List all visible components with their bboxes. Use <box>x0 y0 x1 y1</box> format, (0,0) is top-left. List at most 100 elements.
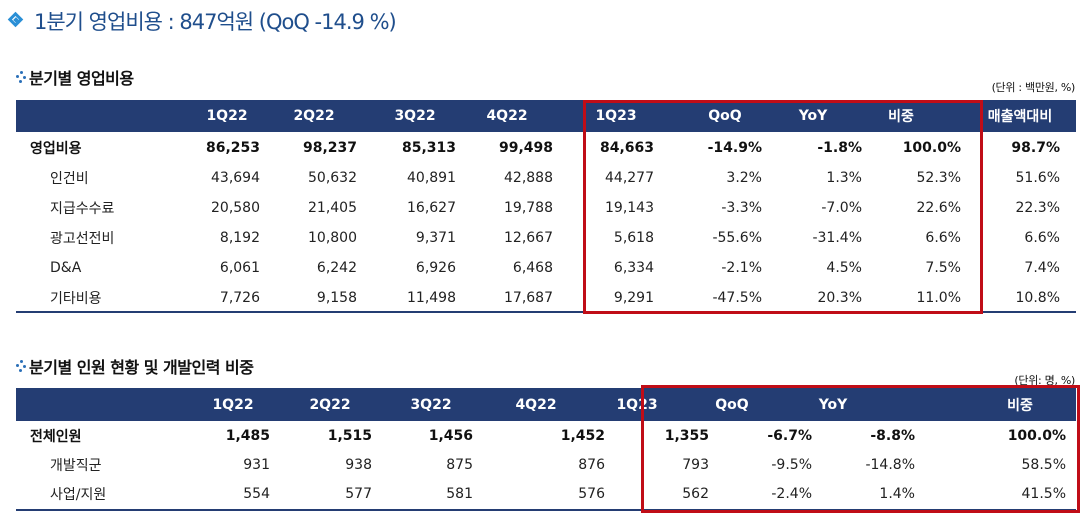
table-cell: 86,253 <box>205 140 260 156</box>
table-cell: 3.2% <box>726 170 762 186</box>
column-header: 4Q22 <box>486 108 528 124</box>
column-header: 1Q22 <box>212 396 254 413</box>
table-cell: 41.5% <box>1021 486 1066 502</box>
column-header: 비중 <box>888 109 914 125</box>
table-cell: 40,891 <box>407 170 456 186</box>
table-cell: 10,800 <box>308 230 357 246</box>
table-cell: 100.0% <box>902 140 961 156</box>
table-bottom-line <box>16 311 1076 313</box>
table-cell: 22.6% <box>916 200 961 216</box>
table-row: 영업비용 86,253 98,237 85,313 99,498 84,663 -14.9%… <box>16 133 1076 163</box>
column-header: 매출액대비 <box>987 109 1053 125</box>
table-row: 사업/지원 554 577 581 576 562 -2.4% 1.4% 41.5% <box>16 479 1076 509</box>
table-cell: 12,667 <box>504 230 553 246</box>
table-cell: 6,242 <box>316 260 357 276</box>
table-cell: 562 <box>682 486 709 502</box>
table-cell: 6,926 <box>415 260 456 276</box>
table-cell: 43,694 <box>211 170 260 186</box>
table-cell: 938 <box>345 457 372 473</box>
table-cell: -7.0% <box>821 200 862 216</box>
table-cell: 42,888 <box>504 170 553 186</box>
table-row: 개발직군 931 938 875 876 793 -9.5% -14.8% 58.5% <box>16 450 1076 480</box>
table-row: 전체인원 1,485 1,515 1,456 1,452 1,355 -6.7% -8.8% 1… <box>16 421 1076 451</box>
table-cell: 16,627 <box>407 200 456 216</box>
table-cell: 7,726 <box>219 290 260 306</box>
section2-heading-text: 분기별 인원 현황 및 개발인력 비중 <box>29 358 254 377</box>
section1-heading: 분기별 영업비용 <box>16 66 134 88</box>
row-label: 광고선전비 <box>50 231 115 247</box>
table-cell: 1,456 <box>428 428 473 444</box>
column-header: YoY <box>818 396 848 413</box>
table-cell: 5,618 <box>613 230 654 246</box>
table-cell: 6.6% <box>1024 230 1060 246</box>
table-bottom-line <box>16 509 1076 511</box>
table-cell: 931 <box>243 457 270 473</box>
table-cell: 1,485 <box>225 428 270 444</box>
table-cell: 1,515 <box>327 428 372 444</box>
table-cell: 98,237 <box>302 140 357 156</box>
column-header: 2Q22 <box>293 108 335 124</box>
table-row: 기타비용 7,726 9,158 11,498 17,687 9,291 -47.5% 20.… <box>16 283 1076 313</box>
table-cell: 19,788 <box>504 200 553 216</box>
table-cell: 99,498 <box>498 140 553 156</box>
table-cell: 20.3% <box>817 290 862 306</box>
table-cell: -2.4% <box>771 486 812 502</box>
row-label: 사업/지원 <box>50 487 107 503</box>
table-cell: 576 <box>578 486 605 502</box>
table-cell: 6,468 <box>512 260 553 276</box>
table-cell: 84,663 <box>599 140 654 156</box>
table-cell: 17,687 <box>504 290 553 306</box>
table-cell: -31.4% <box>812 230 862 246</box>
table-cell: 51.6% <box>1015 170 1060 186</box>
table-cell: 1.3% <box>826 170 862 186</box>
table-header: 1Q22 2Q22 3Q22 4Q22 1Q23 QoQ YoY 비중 매출액대비 <box>16 100 1076 132</box>
table-cell: 10.8% <box>1015 290 1060 306</box>
headcount-table: 1Q22 2Q22 3Q22 4Q22 1Q23 QoQ YoY 비중 전체인원 1,485 1,… <box>16 385 1080 518</box>
table-cell: 7.5% <box>925 260 961 276</box>
table-cell: 6.6% <box>925 230 961 246</box>
table-cell: 876 <box>578 457 605 473</box>
operating-cost-table: 1Q22 2Q22 3Q22 4Q22 1Q23 QoQ YoY 비중 매출액대비 영업비용 86… <box>16 100 1076 315</box>
table-cell: -2.1% <box>721 260 762 276</box>
table-cell: 7.4% <box>1024 260 1060 276</box>
table-cell: -3.3% <box>721 200 762 216</box>
section1-unit: (단위 : 백만원, %) <box>991 81 1076 94</box>
table-cell: 577 <box>345 486 372 502</box>
section1-heading-text: 분기별 영업비용 <box>29 69 134 88</box>
column-header: 3Q22 <box>410 396 452 413</box>
table-header: 1Q22 2Q22 3Q22 4Q22 1Q23 QoQ YoY 비중 <box>16 388 1076 421</box>
table-cell: -6.7% <box>767 428 812 444</box>
table-row: D&A 6,061 6,242 6,926 6,468 6,334 -2.1% 4.5% 7.5… <box>16 253 1076 283</box>
table-cell: -9.5% <box>771 457 812 473</box>
table-cell: 44,277 <box>605 170 654 186</box>
table-cell: 1.4% <box>879 486 915 502</box>
highlight-box <box>583 100 983 314</box>
table-row: 인건비 43,694 50,632 40,891 42,888 44,277 3.2% 1.3… <box>16 163 1076 193</box>
column-header: 3Q22 <box>394 108 436 124</box>
table-cell: 793 <box>682 457 709 473</box>
highlight-box <box>641 385 1080 513</box>
table-cell: 6,334 <box>613 260 654 276</box>
table-cell: -1.8% <box>817 140 862 156</box>
column-header: 1Q23 <box>595 108 637 124</box>
column-header: YoY <box>798 108 828 124</box>
column-header: 2Q22 <box>309 396 351 413</box>
row-label: 기타비용 <box>50 291 102 307</box>
row-label: 지급수수료 <box>50 201 115 217</box>
column-header: 4Q22 <box>515 396 557 413</box>
table-cell: 58.5% <box>1021 457 1066 473</box>
table-cell: -14.9% <box>707 140 762 156</box>
table-cell: 50,632 <box>308 170 357 186</box>
column-header: QoQ <box>715 396 749 413</box>
column-header: 1Q22 <box>206 108 248 124</box>
row-label: 전체인원 <box>30 429 82 445</box>
table-cell: 6,061 <box>219 260 260 276</box>
table-cell: 100.0% <box>1007 428 1066 444</box>
table-cell: 21,405 <box>308 200 357 216</box>
column-header: QoQ <box>708 108 742 124</box>
page-title: 1분기 영업비용 : 847억원 (QoQ -14.9 %) <box>8 6 397 36</box>
column-header: 비중 <box>1007 397 1033 414</box>
table-cell: 1,355 <box>664 428 709 444</box>
table-cell: 9,158 <box>316 290 357 306</box>
section2-heading: 분기별 인원 현황 및 개발인력 비중 <box>16 355 254 377</box>
